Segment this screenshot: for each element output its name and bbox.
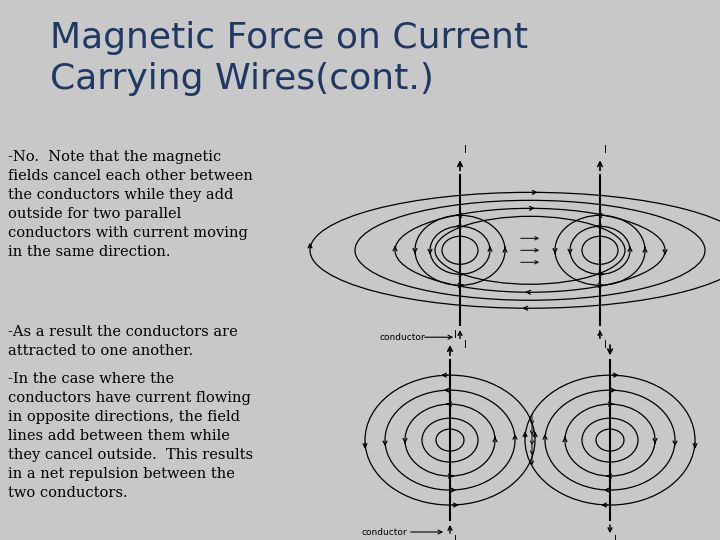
Text: conductor: conductor bbox=[362, 528, 408, 537]
Text: I: I bbox=[454, 330, 457, 340]
Text: I: I bbox=[464, 340, 467, 350]
Text: -No.  Note that the magnetic
fields cancel each other between
the conductors whi: -No. Note that the magnetic fields cance… bbox=[8, 150, 253, 259]
Text: I: I bbox=[454, 535, 457, 540]
Text: conductor: conductor bbox=[380, 333, 426, 342]
Text: Magnetic Force on Current
Carrying Wires(cont.): Magnetic Force on Current Carrying Wires… bbox=[50, 21, 528, 96]
Text: I: I bbox=[464, 145, 467, 156]
Text: I: I bbox=[598, 330, 601, 340]
Text: -As a result the conductors are
attracted to one another.: -As a result the conductors are attracte… bbox=[8, 325, 238, 358]
Text: I: I bbox=[604, 145, 607, 156]
Text: I: I bbox=[614, 535, 617, 540]
Text: I: I bbox=[604, 340, 607, 350]
Text: -In the case where the
conductors have current flowing
in opposite directions, t: -In the case where the conductors have c… bbox=[8, 372, 253, 500]
